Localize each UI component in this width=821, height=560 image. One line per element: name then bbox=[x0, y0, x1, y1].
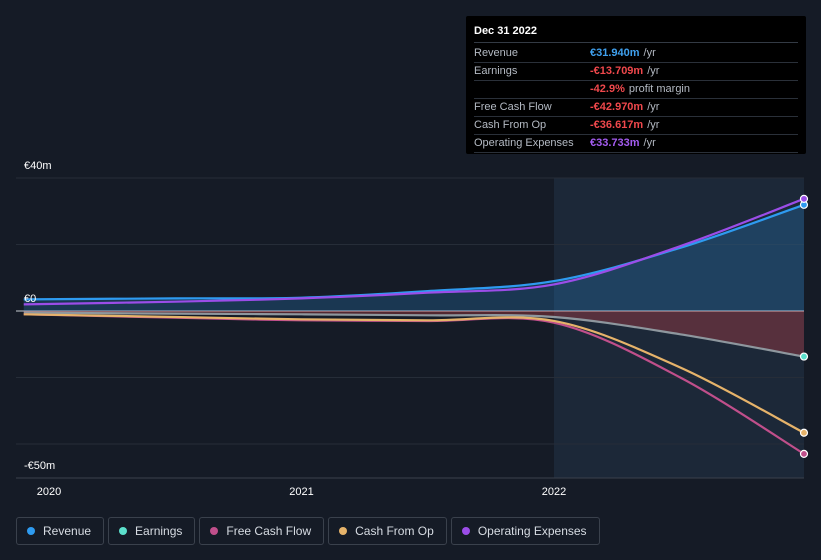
legend-item-earnings[interactable]: Earnings bbox=[108, 517, 196, 545]
gridlines bbox=[16, 177, 804, 445]
tooltip-row: Cash From Op -€36.617m/yr bbox=[474, 117, 798, 135]
tooltip-row: Operating Expenses €33.733m/yr bbox=[474, 135, 798, 153]
data-tooltip: Dec 31 2022 Revenue €31.940m/yr Earnings -€… bbox=[466, 16, 806, 154]
revenue-area bbox=[23, 204, 804, 311]
legend-dot-icon bbox=[210, 527, 219, 535]
y-axis-top-label: €40m bbox=[24, 160, 52, 172]
tooltip-row-label: Cash From Op bbox=[474, 119, 547, 131]
y-axis-bottom-label: -€50m bbox=[24, 460, 56, 472]
tooltip-row-unit: profit margin bbox=[628, 83, 690, 95]
fcf-end-marker bbox=[799, 449, 809, 458]
legend-label: Revenue bbox=[43, 524, 92, 538]
legend-label: Operating Expenses bbox=[477, 524, 587, 538]
tooltip-row: Revenue €31.940m/yr bbox=[474, 45, 798, 63]
series-lines bbox=[23, 197, 805, 455]
legend-dot-icon bbox=[27, 527, 35, 535]
tooltip-row: Free Cash Flow -€42.970m/yr bbox=[474, 99, 798, 117]
tooltip-row-value: -42.9% bbox=[590, 83, 625, 95]
tooltip-row: Earnings -€13.709m/yr bbox=[474, 63, 798, 81]
opex-end-marker bbox=[799, 194, 809, 203]
tooltip-row-unit: /yr bbox=[647, 119, 660, 131]
legend-item-fcf[interactable]: Free Cash Flow bbox=[199, 517, 325, 545]
revenue-line bbox=[23, 203, 805, 301]
legend-dot-icon bbox=[119, 527, 128, 535]
cfo-end-marker bbox=[799, 428, 809, 437]
x-tick-label: 2022 bbox=[542, 486, 566, 498]
x-tick-label: 2021 bbox=[289, 486, 313, 498]
legend-label: Earnings bbox=[135, 524, 183, 538]
chart-legend: Revenue Earnings Free Cash Flow Cash From O… bbox=[16, 517, 600, 545]
tooltip-row-label: Operating Expenses bbox=[474, 137, 574, 149]
legend-item-cfo[interactable]: Cash From Op bbox=[328, 517, 447, 545]
tooltip-row-value: -€13.709m bbox=[590, 65, 644, 77]
tooltip-date: Dec 31 2022 bbox=[474, 24, 798, 43]
earnings-line bbox=[23, 311, 805, 358]
legend-item-revenue[interactable]: Revenue bbox=[16, 517, 105, 545]
series-markers bbox=[799, 194, 809, 458]
tooltip-row-label: Revenue bbox=[474, 47, 519, 59]
tooltip-row-unit: /yr bbox=[643, 137, 656, 149]
tooltip-row-value: -€36.617m bbox=[590, 119, 644, 131]
tooltip-row-unit: /yr bbox=[643, 47, 656, 59]
earnings-end-marker bbox=[799, 352, 809, 361]
cfo-line bbox=[23, 313, 805, 434]
opex-line bbox=[23, 197, 805, 306]
tooltip-row-value: €33.733m bbox=[590, 137, 640, 149]
tooltip-row: -42.9% profit margin bbox=[474, 81, 798, 99]
legend-label: Cash From Op bbox=[355, 524, 434, 538]
tooltip-row-value: -€42.970m bbox=[590, 101, 644, 113]
tooltip-row-unit: /yr bbox=[647, 101, 660, 113]
tooltip-row-value: €31.940m bbox=[590, 47, 640, 59]
tooltip-row-label: Free Cash Flow bbox=[474, 101, 552, 113]
tooltip-row-unit: /yr bbox=[647, 65, 660, 77]
legend-dot-icon bbox=[339, 527, 348, 535]
tooltip-row-label: Earnings bbox=[474, 65, 518, 77]
x-tick-label: 2020 bbox=[37, 486, 61, 498]
x-tick-labels: 2020 2021 2022 bbox=[37, 486, 566, 498]
tooltip-row-label bbox=[474, 81, 590, 98]
y-axis-zero-label: €0 bbox=[24, 293, 37, 305]
legend-dot-icon bbox=[461, 527, 470, 535]
legend-label: Free Cash Flow bbox=[226, 524, 312, 538]
legend-item-opex[interactable]: Operating Expenses bbox=[450, 517, 600, 545]
